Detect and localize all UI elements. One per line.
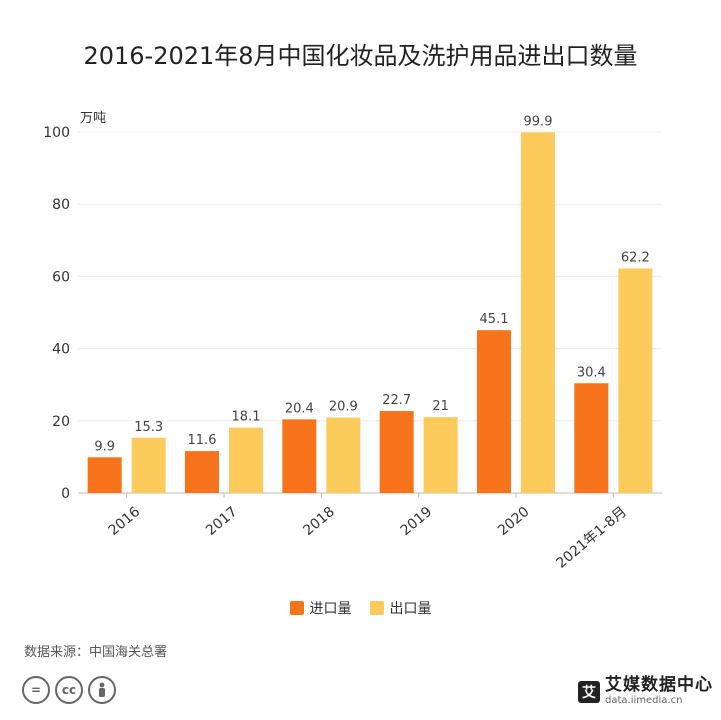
bar-import[interactable] <box>574 383 609 493</box>
x-tick-label: 2021年1-8月 <box>553 504 630 572</box>
bar-export[interactable] <box>131 437 166 493</box>
y-tick-label: 80 <box>52 197 70 213</box>
brand-watermark: 艾 艾媒数据中心 data.iimedia.cn <box>578 677 713 706</box>
legend-item-import[interactable]: 进口量 <box>289 598 352 618</box>
equal-icon: = <box>22 676 50 704</box>
bar-import[interactable] <box>477 330 511 493</box>
y-tick-label: 100 <box>43 125 70 141</box>
data-label: 20.9 <box>329 400 358 415</box>
x-tick-label: 2018 <box>300 504 338 539</box>
bar-export[interactable] <box>618 268 653 493</box>
axes: 0 20 40 60 80 100 万吨 2016 2017 2018 2019 2020 2021年1… <box>43 111 662 572</box>
legend-label-export: 出口量 <box>389 601 432 617</box>
data-label: 18.1 <box>232 410 261 425</box>
x-tick-label: 2019 <box>398 504 436 539</box>
brand-url: data.iimedia.cn <box>605 695 683 706</box>
y-axis-unit-label: 万吨 <box>80 111 106 126</box>
bar-export[interactable] <box>326 417 361 493</box>
value-labels: 9.9 15.3 11.6 18.1 20.4 20.9 22.7 21 45.1 99.9 30.… <box>94 114 649 454</box>
bar-import[interactable] <box>379 411 414 493</box>
bars <box>87 132 653 493</box>
data-label: 20.4 <box>285 401 314 416</box>
brand-logo-icon: 艾 <box>578 680 600 703</box>
bar-import[interactable] <box>282 419 317 493</box>
bar-export[interactable] <box>423 417 458 493</box>
license-icons: = cc <box>22 676 116 704</box>
x-tick-label: 2020 <box>495 504 533 539</box>
data-label: 11.6 <box>188 433 217 448</box>
legend: 进口量 出口量 <box>0 598 721 618</box>
brand-name: 艾媒数据中心 <box>605 675 713 695</box>
y-tick-label: 0 <box>61 486 70 502</box>
bar-import[interactable] <box>87 457 122 493</box>
data-label: 99.9 <box>524 114 553 129</box>
cc-icon: cc <box>55 676 83 704</box>
data-label: 21 <box>432 399 449 414</box>
person-icon <box>88 676 116 704</box>
data-source: 数据来源：中国海关总署 <box>24 645 168 660</box>
legend-label-import: 进口量 <box>309 601 352 617</box>
y-tick-label: 20 <box>52 414 70 430</box>
bar-chart: 0 20 40 60 80 100 万吨 2016 2017 2018 2019 2020 2021年1… <box>43 111 662 572</box>
bar-export[interactable] <box>229 427 263 493</box>
x-tick-label: 2016 <box>106 504 144 539</box>
y-tick-label: 60 <box>52 269 70 285</box>
legend-item-export[interactable]: 出口量 <box>369 598 432 618</box>
y-tick-label: 40 <box>52 342 70 358</box>
legend-swatch-import <box>289 601 304 615</box>
data-label: 45.1 <box>480 312 509 327</box>
bar-export[interactable] <box>521 132 555 493</box>
data-label: 15.3 <box>134 420 163 435</box>
bar-import[interactable] <box>185 451 219 493</box>
x-tick-label: 2017 <box>203 504 241 539</box>
data-label: 22.7 <box>382 393 411 408</box>
data-label: 62.2 <box>621 250 650 265</box>
grid-lines <box>78 131 662 422</box>
data-label: 9.9 <box>94 439 115 454</box>
data-label: 30.4 <box>577 365 606 380</box>
chart-title: 2016-2021年8月中国化妆品及洗护用品进出口数量 <box>83 42 638 70</box>
legend-swatch-export <box>369 601 384 615</box>
